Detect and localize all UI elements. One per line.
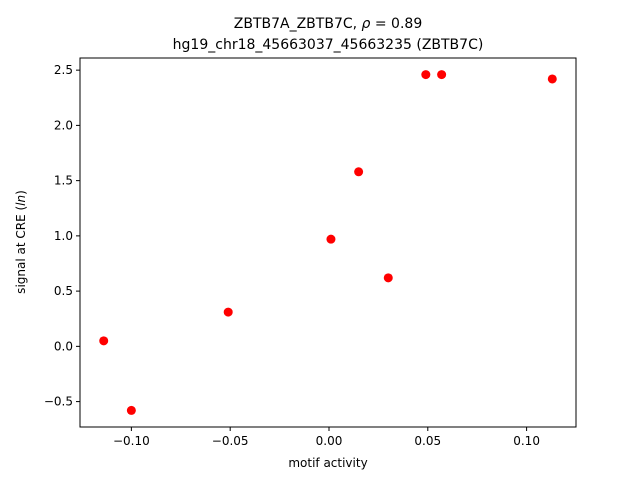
plot-area-frame bbox=[79, 57, 577, 428]
y-tick-label: 1.5 bbox=[54, 174, 73, 188]
y-tick-label: 0.5 bbox=[54, 284, 73, 298]
x-tick-label: 0.05 bbox=[414, 434, 441, 448]
data-point bbox=[223, 307, 233, 317]
data-point bbox=[354, 167, 364, 177]
data-points bbox=[99, 70, 557, 415]
y-tick-label: 1.0 bbox=[54, 229, 73, 243]
x-tick-label: 0.10 bbox=[513, 434, 540, 448]
y-axis-ticks: −0.5 0.0 0.5 1.0 1.5 2.0 2.5 bbox=[44, 63, 80, 409]
chart-title-line2: hg19_chr18_45663037_45663235 (ZBTB7C) bbox=[173, 37, 484, 53]
y-tick-label: −0.5 bbox=[44, 395, 73, 409]
y-axis-label: signal at CRE (ln) bbox=[14, 190, 28, 294]
y-tick-label: 2.5 bbox=[54, 63, 73, 77]
data-point bbox=[383, 273, 393, 283]
chart-title-line1: ZBTB7A_ZBTB7C, ρ = 0.89 bbox=[234, 16, 422, 32]
y-tick-label: 0.0 bbox=[54, 339, 73, 353]
data-point bbox=[421, 70, 431, 80]
data-point bbox=[99, 336, 109, 346]
x-tick-label: −0.10 bbox=[113, 434, 150, 448]
x-axis-ticks: −0.10 −0.05 0.00 0.05 0.10 bbox=[113, 427, 540, 448]
data-point bbox=[547, 74, 557, 84]
x-tick-label: −0.05 bbox=[212, 434, 249, 448]
x-axis-label: motif activity bbox=[288, 456, 367, 470]
data-point bbox=[326, 234, 336, 244]
x-tick-label: 0.00 bbox=[316, 434, 343, 448]
y-tick-label: 2.0 bbox=[54, 118, 73, 132]
data-point bbox=[437, 70, 447, 80]
data-point bbox=[126, 405, 136, 415]
